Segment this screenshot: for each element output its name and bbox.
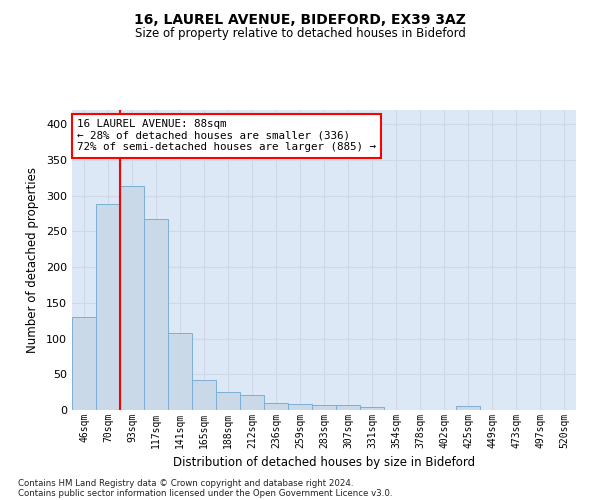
Bar — [192, 380, 216, 410]
Text: Contains HM Land Registry data © Crown copyright and database right 2024.: Contains HM Land Registry data © Crown c… — [18, 478, 353, 488]
Bar — [120, 186, 144, 410]
Bar — [312, 405, 336, 410]
Bar — [240, 395, 264, 410]
Bar — [72, 317, 96, 410]
Text: 16 LAUREL AVENUE: 88sqm
← 28% of detached houses are smaller (336)
72% of semi-d: 16 LAUREL AVENUE: 88sqm ← 28% of detache… — [77, 119, 376, 152]
X-axis label: Distribution of detached houses by size in Bideford: Distribution of detached houses by size … — [173, 456, 475, 469]
Text: Contains public sector information licensed under the Open Government Licence v3: Contains public sector information licen… — [18, 488, 392, 498]
Bar — [360, 407, 384, 410]
Bar — [144, 218, 168, 410]
Bar — [264, 403, 288, 410]
Bar — [216, 392, 240, 410]
Bar — [96, 204, 120, 410]
Text: 16, LAUREL AVENUE, BIDEFORD, EX39 3AZ: 16, LAUREL AVENUE, BIDEFORD, EX39 3AZ — [134, 12, 466, 26]
Bar — [336, 405, 360, 410]
Bar — [168, 333, 192, 410]
Bar — [456, 406, 480, 410]
Bar — [288, 404, 312, 410]
Text: Size of property relative to detached houses in Bideford: Size of property relative to detached ho… — [134, 28, 466, 40]
Y-axis label: Number of detached properties: Number of detached properties — [26, 167, 39, 353]
